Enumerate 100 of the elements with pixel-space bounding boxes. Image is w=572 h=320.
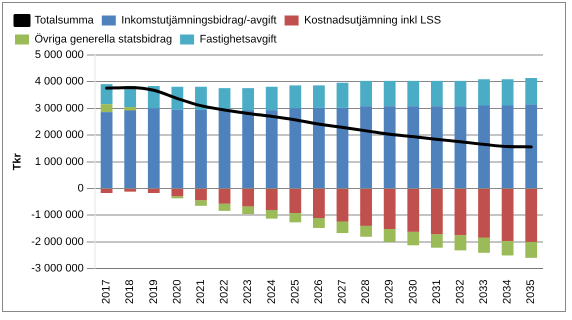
y-tick-label: -2 000 000 — [31, 236, 84, 248]
y-tick-label: -1 000 000 — [31, 209, 84, 222]
bar — [218, 188, 230, 204]
bar — [525, 78, 538, 105]
bar — [171, 188, 184, 196]
x-tick-label: 2034 — [502, 280, 514, 304]
bar — [360, 106, 372, 188]
bar — [100, 188, 112, 193]
bar — [218, 110, 230, 188]
legend-label: Totalsumma — [34, 14, 95, 27]
y-axis-title: Tkr — [12, 152, 24, 170]
bar — [336, 108, 348, 188]
bar — [336, 222, 348, 234]
bar — [218, 204, 230, 211]
bar — [407, 232, 420, 246]
bar — [313, 218, 325, 228]
bar — [407, 106, 420, 188]
bar — [384, 229, 396, 242]
x-tick-label: 2023 — [242, 280, 254, 304]
bar — [430, 106, 443, 188]
x-tick-label: 2019 — [148, 280, 160, 304]
bar — [124, 110, 136, 188]
legend-label: Övriga generella statsbidrag — [34, 32, 172, 46]
y-tick-label: 2 000 000 — [34, 129, 84, 142]
bar — [266, 86, 278, 111]
bar — [525, 104, 538, 188]
bar — [360, 226, 372, 237]
bar — [454, 188, 466, 236]
x-tick-label: 2026 — [312, 280, 325, 304]
x-tick-label: 2022 — [218, 280, 231, 304]
bar — [171, 110, 184, 188]
x-tick-label: 2027 — [336, 280, 349, 304]
bar — [289, 85, 302, 108]
legend-label: Fastighetsavgift — [200, 34, 277, 46]
bar — [289, 108, 302, 188]
bar — [430, 188, 443, 234]
x-tick-label: 2032 — [454, 280, 466, 304]
bar — [478, 238, 490, 253]
bar — [242, 88, 254, 111]
bar — [384, 188, 396, 230]
bar — [218, 88, 230, 111]
x-tick-label: 2030 — [407, 280, 420, 304]
bar — [502, 241, 514, 256]
bar — [502, 79, 514, 106]
legend-label: Inkomstutjämningsbidrag/-avgift — [121, 14, 277, 27]
bar — [502, 105, 514, 188]
x-tick-label: 2028 — [360, 280, 372, 304]
bar — [525, 242, 538, 258]
bar — [100, 112, 112, 188]
bar — [525, 188, 538, 242]
y-tick-label: 5 000 000 — [34, 49, 84, 62]
bar — [242, 188, 254, 206]
bar — [336, 188, 348, 222]
x-tick-label: 2021 — [194, 280, 207, 304]
bar — [454, 235, 466, 250]
y-tick-label: 0 — [78, 182, 84, 194]
bar — [313, 108, 325, 188]
bar — [478, 79, 490, 106]
bar — [407, 80, 420, 106]
x-tick-label: 2017 — [100, 280, 113, 304]
bar — [289, 188, 302, 214]
bar — [148, 188, 160, 193]
x-tick-label: 2033 — [478, 280, 490, 304]
bar — [242, 110, 254, 188]
bar — [384, 106, 396, 188]
x-tick-label: 2018 — [124, 280, 136, 304]
bar — [124, 107, 136, 111]
bar — [478, 105, 490, 188]
bar — [336, 82, 348, 108]
x-tick-label: 2031 — [430, 280, 443, 304]
bar — [266, 210, 278, 219]
bar — [195, 110, 207, 188]
bar — [454, 80, 466, 106]
bar — [430, 80, 443, 106]
line-series — [105, 86, 533, 148]
bar — [242, 206, 254, 214]
bar — [360, 80, 372, 106]
bar — [124, 188, 136, 192]
y-tick-label: 3 000 000 — [34, 102, 84, 114]
bar — [266, 110, 278, 188]
bar — [360, 188, 372, 226]
bar — [195, 188, 207, 200]
x-tick-label: 2035 — [525, 280, 538, 304]
y-tick-label: -3 000 000 — [31, 262, 84, 275]
legend-label: Kostnadsutjämning inkl LSS — [304, 14, 442, 27]
x-tick-label: 2025 — [289, 280, 302, 304]
bar — [502, 188, 514, 242]
bar — [454, 106, 466, 188]
bar — [100, 104, 112, 112]
x-tick-label: 2029 — [384, 280, 396, 304]
bar — [148, 108, 160, 188]
y-tick-label: 4 000 000 — [34, 76, 84, 88]
bar — [407, 188, 420, 232]
y-tick-label: 1 000 000 — [34, 156, 84, 168]
bar — [430, 234, 443, 248]
bar — [266, 188, 278, 210]
bar — [313, 188, 325, 218]
bar — [313, 85, 325, 108]
bar — [478, 188, 490, 238]
bar — [384, 80, 396, 106]
